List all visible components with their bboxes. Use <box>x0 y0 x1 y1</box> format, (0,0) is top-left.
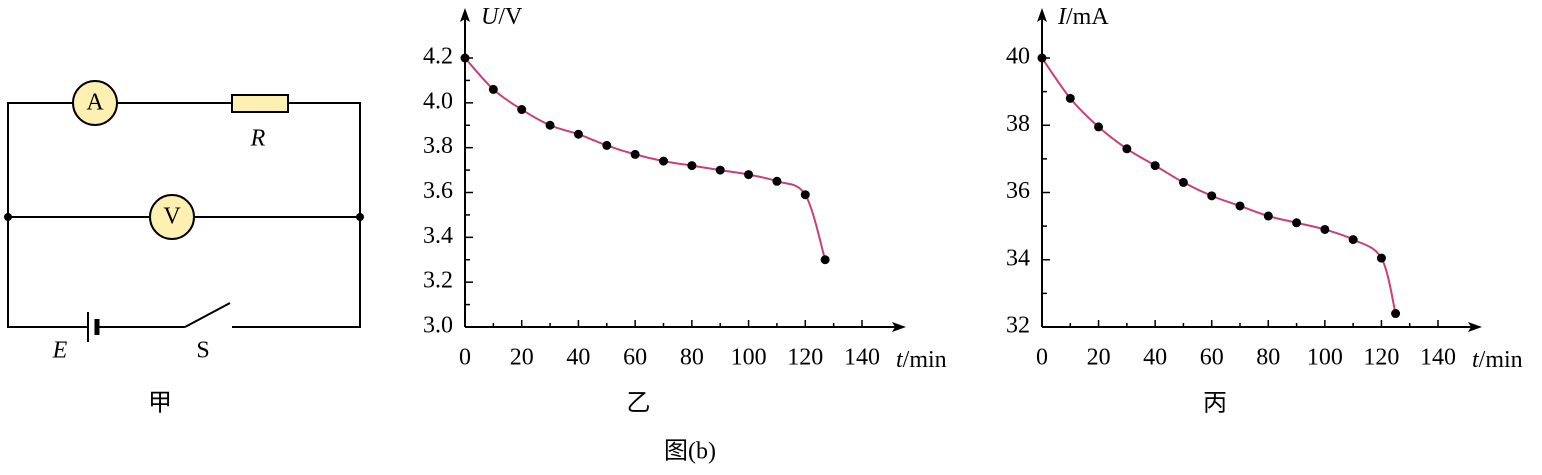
x-tick-label: 60 <box>623 345 647 371</box>
data-point <box>1178 177 1188 187</box>
y-label-unit: /mA <box>1066 4 1109 30</box>
y-axis-label: I/mA <box>1057 4 1109 30</box>
data-point <box>1263 211 1273 221</box>
y-label-symbol: I <box>1057 4 1067 30</box>
x-tick-label: 40 <box>1143 345 1167 371</box>
data-point <box>687 161 697 171</box>
circuit-caption: 甲 <box>148 391 172 417</box>
circuit: A V R E S 甲 <box>4 80 364 417</box>
y-tick-label: 3.0 <box>423 313 453 339</box>
data-point <box>1292 218 1302 228</box>
x-axis-label: t/min <box>896 347 947 373</box>
data-point <box>460 53 470 63</box>
data-point <box>1150 161 1160 171</box>
data-point <box>1391 309 1401 319</box>
y-tick-label: 3.6 <box>423 178 453 204</box>
curve <box>464 57 827 261</box>
resistor <box>231 94 289 113</box>
x-tick-label: 60 <box>1200 345 1224 371</box>
wire <box>7 102 88 328</box>
y-tick-label: 34 <box>1006 245 1030 271</box>
data-point <box>1235 201 1245 211</box>
x-axis-arrow <box>892 322 906 332</box>
y-label-symbol: U <box>481 4 500 30</box>
voltmeter-label: V <box>163 204 181 230</box>
data-point <box>1348 235 1358 245</box>
x-axis-label: t/min <box>1472 347 1523 373</box>
x-tick-label: 80 <box>680 345 704 371</box>
data-point <box>630 149 640 159</box>
x-tick-label: 120 <box>1363 345 1399 371</box>
data-point <box>1037 53 1047 63</box>
voltmeter <box>149 194 195 240</box>
data-point <box>744 170 754 180</box>
data-point <box>1320 224 1330 234</box>
data-point <box>517 105 527 115</box>
x-label-unit: /min <box>903 347 947 373</box>
x-label-symbol: t <box>1472 347 1480 373</box>
data-point <box>1094 122 1104 132</box>
x-label-unit: /min <box>1479 347 1523 373</box>
y-axis-arrow <box>1037 8 1047 22</box>
y-label-unit: /V <box>498 4 523 30</box>
y-tick-label: 38 <box>1006 111 1030 137</box>
x-tick-label: 20 <box>510 345 534 371</box>
data-point <box>1122 144 1132 154</box>
x-tick-label: 40 <box>566 345 590 371</box>
y-tick-label: 4.0 <box>423 88 453 114</box>
y-axis-label: U/V <box>481 4 523 30</box>
switch-blade <box>184 302 231 328</box>
y-tick-label: 40 <box>1006 44 1030 70</box>
y-tick-label: 4.2 <box>423 44 453 70</box>
ammeter-label: A <box>86 90 104 116</box>
data-point <box>1207 191 1217 201</box>
emf-label: E <box>52 338 68 364</box>
curve <box>1041 57 1397 314</box>
figure-caption: 图(b) <box>664 439 716 465</box>
x-tick-label: 140 <box>844 345 880 371</box>
data-point <box>1065 93 1075 103</box>
data-point <box>800 190 810 200</box>
ammeter <box>72 80 118 126</box>
data-point <box>602 140 612 150</box>
x-tick-label: 120 <box>787 345 823 371</box>
x-tick-label: 100 <box>731 345 767 371</box>
data-point <box>820 255 830 265</box>
x-tick-label: 100 <box>1307 345 1343 371</box>
x-label-symbol: t <box>896 347 904 373</box>
junction <box>356 213 364 221</box>
y-tick-label: 3.8 <box>423 133 453 159</box>
chart-caption: 乙 <box>627 391 651 417</box>
data-point <box>545 120 555 130</box>
x-tick-label: 20 <box>1087 345 1111 371</box>
y-tick-label: 36 <box>1006 178 1030 204</box>
y-tick-label: 3.4 <box>423 223 453 249</box>
junction <box>4 213 12 221</box>
data-point <box>715 165 725 175</box>
x-tick-label: 80 <box>1256 345 1280 371</box>
switch-label: S <box>196 338 209 364</box>
y-axis-arrow <box>460 8 470 22</box>
chart-caption: 丙 <box>1203 391 1227 417</box>
x-axis-arrow <box>1468 322 1482 332</box>
y-tick-label: 32 <box>1006 313 1030 339</box>
x-tick-label: 0 <box>1036 345 1048 371</box>
x-tick-label: 140 <box>1420 345 1456 371</box>
data-point <box>659 156 668 166</box>
data-point <box>772 176 782 186</box>
data-point <box>573 129 583 139</box>
y-tick-label: 3.2 <box>423 268 453 294</box>
x-tick-label: 0 <box>459 345 471 371</box>
resistor-label: R <box>250 126 266 152</box>
data-point <box>488 84 498 94</box>
data-point <box>1376 253 1386 263</box>
